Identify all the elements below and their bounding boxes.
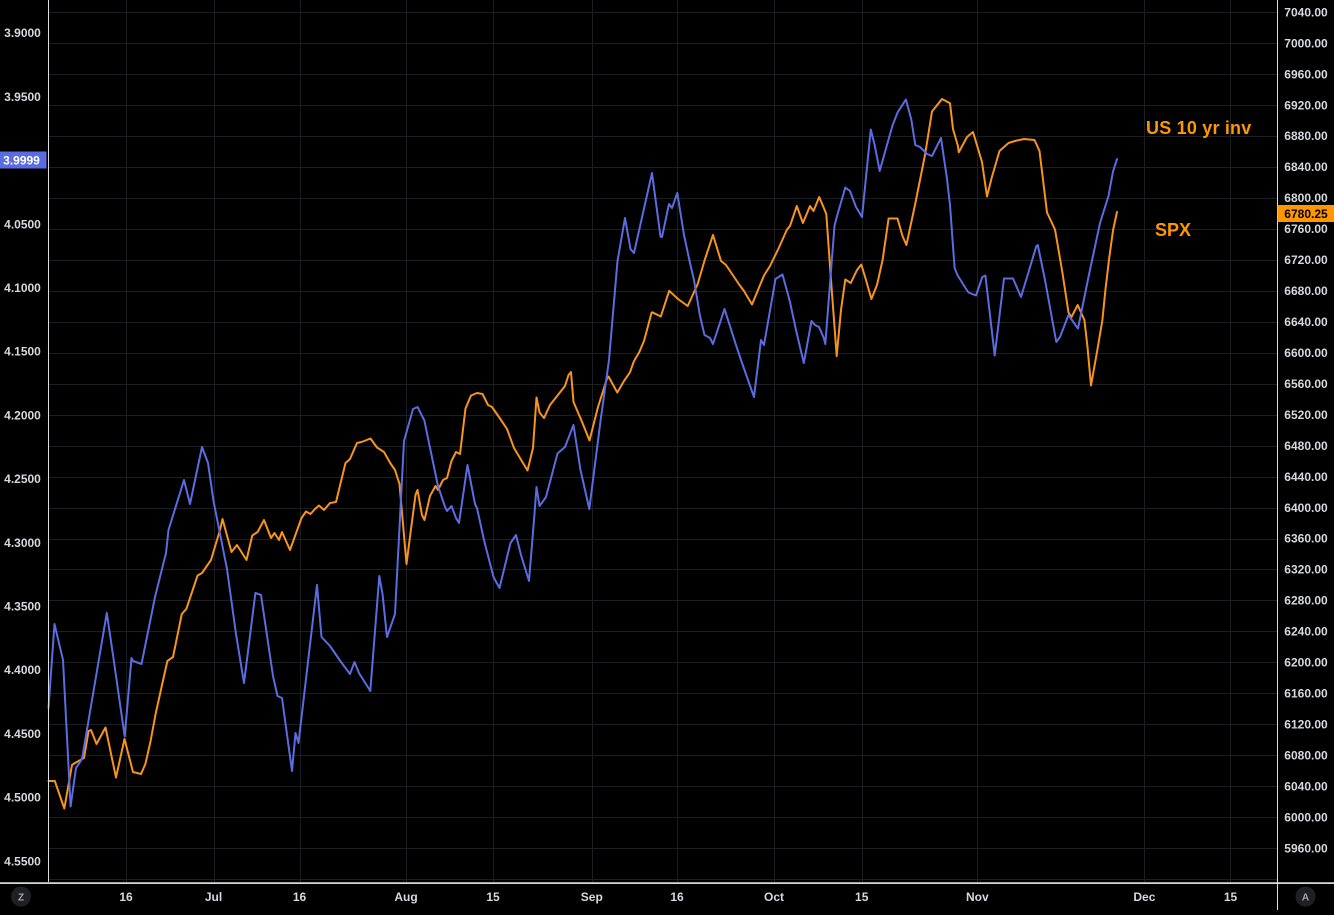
- svg-text:Jul: Jul: [205, 890, 222, 904]
- svg-text:6680.00: 6680.00: [1284, 284, 1328, 298]
- svg-text:6280.00: 6280.00: [1284, 594, 1328, 608]
- svg-text:7040.00: 7040.00: [1284, 5, 1328, 19]
- svg-text:7000.00: 7000.00: [1284, 36, 1328, 50]
- svg-text:Sep: Sep: [581, 890, 603, 904]
- svg-text:15: 15: [855, 890, 869, 904]
- svg-text:6840.00: 6840.00: [1284, 160, 1328, 174]
- svg-text:16: 16: [119, 890, 133, 904]
- svg-text:4.3000: 4.3000: [4, 536, 41, 550]
- svg-text:16: 16: [670, 890, 684, 904]
- svg-text:16: 16: [293, 890, 307, 904]
- svg-text:6920.00: 6920.00: [1284, 98, 1328, 112]
- svg-text:6800.00: 6800.00: [1284, 191, 1328, 205]
- svg-text:6520.00: 6520.00: [1284, 408, 1328, 422]
- svg-text:4.5500: 4.5500: [4, 854, 41, 868]
- svg-text:3.9999: 3.9999: [3, 154, 40, 168]
- svg-text:6040.00: 6040.00: [1284, 779, 1328, 793]
- svg-text:A: A: [1302, 893, 1309, 904]
- svg-text:6600.00: 6600.00: [1284, 346, 1328, 360]
- svg-text:15: 15: [486, 890, 500, 904]
- svg-text:Dec: Dec: [1133, 890, 1155, 904]
- svg-text:6780.25: 6780.25: [1284, 207, 1328, 221]
- svg-text:6480.00: 6480.00: [1284, 439, 1328, 453]
- svg-text:6720.00: 6720.00: [1284, 253, 1328, 267]
- svg-text:6240.00: 6240.00: [1284, 625, 1328, 639]
- svg-text:4.1000: 4.1000: [4, 281, 41, 295]
- svg-text:4.2500: 4.2500: [4, 472, 41, 486]
- svg-text:3.9000: 3.9000: [4, 26, 41, 40]
- svg-text:6080.00: 6080.00: [1284, 748, 1328, 762]
- svg-text:6640.00: 6640.00: [1284, 315, 1328, 329]
- svg-text:4.4000: 4.4000: [4, 663, 41, 677]
- svg-text:15: 15: [1224, 890, 1238, 904]
- svg-text:4.1500: 4.1500: [4, 345, 41, 359]
- svg-text:US 10 yr inv: US 10 yr inv: [1146, 118, 1251, 138]
- svg-text:6320.00: 6320.00: [1284, 563, 1328, 577]
- svg-text:4.4500: 4.4500: [4, 727, 41, 741]
- svg-text:6120.00: 6120.00: [1284, 718, 1328, 732]
- svg-text:4.3500: 4.3500: [4, 600, 41, 614]
- svg-text:Nov: Nov: [966, 890, 989, 904]
- svg-text:4.5000: 4.5000: [4, 791, 41, 805]
- svg-text:Z: Z: [18, 893, 24, 904]
- svg-text:Oct: Oct: [764, 890, 784, 904]
- svg-text:4.0500: 4.0500: [4, 217, 41, 231]
- svg-text:4.2000: 4.2000: [4, 408, 41, 422]
- svg-text:6960.00: 6960.00: [1284, 67, 1328, 81]
- svg-text:SPX: SPX: [1155, 220, 1191, 240]
- svg-text:6400.00: 6400.00: [1284, 501, 1328, 515]
- svg-text:6200.00: 6200.00: [1284, 656, 1328, 670]
- svg-text:6560.00: 6560.00: [1284, 377, 1328, 391]
- svg-text:6880.00: 6880.00: [1284, 129, 1328, 143]
- svg-text:3.9500: 3.9500: [4, 90, 41, 104]
- svg-text:6440.00: 6440.00: [1284, 470, 1328, 484]
- svg-text:6360.00: 6360.00: [1284, 532, 1328, 546]
- svg-text:6760.00: 6760.00: [1284, 222, 1328, 236]
- svg-text:5960.00: 5960.00: [1284, 841, 1328, 855]
- svg-text:Aug: Aug: [394, 890, 417, 904]
- svg-text:6160.00: 6160.00: [1284, 687, 1328, 701]
- svg-text:6000.00: 6000.00: [1284, 810, 1328, 824]
